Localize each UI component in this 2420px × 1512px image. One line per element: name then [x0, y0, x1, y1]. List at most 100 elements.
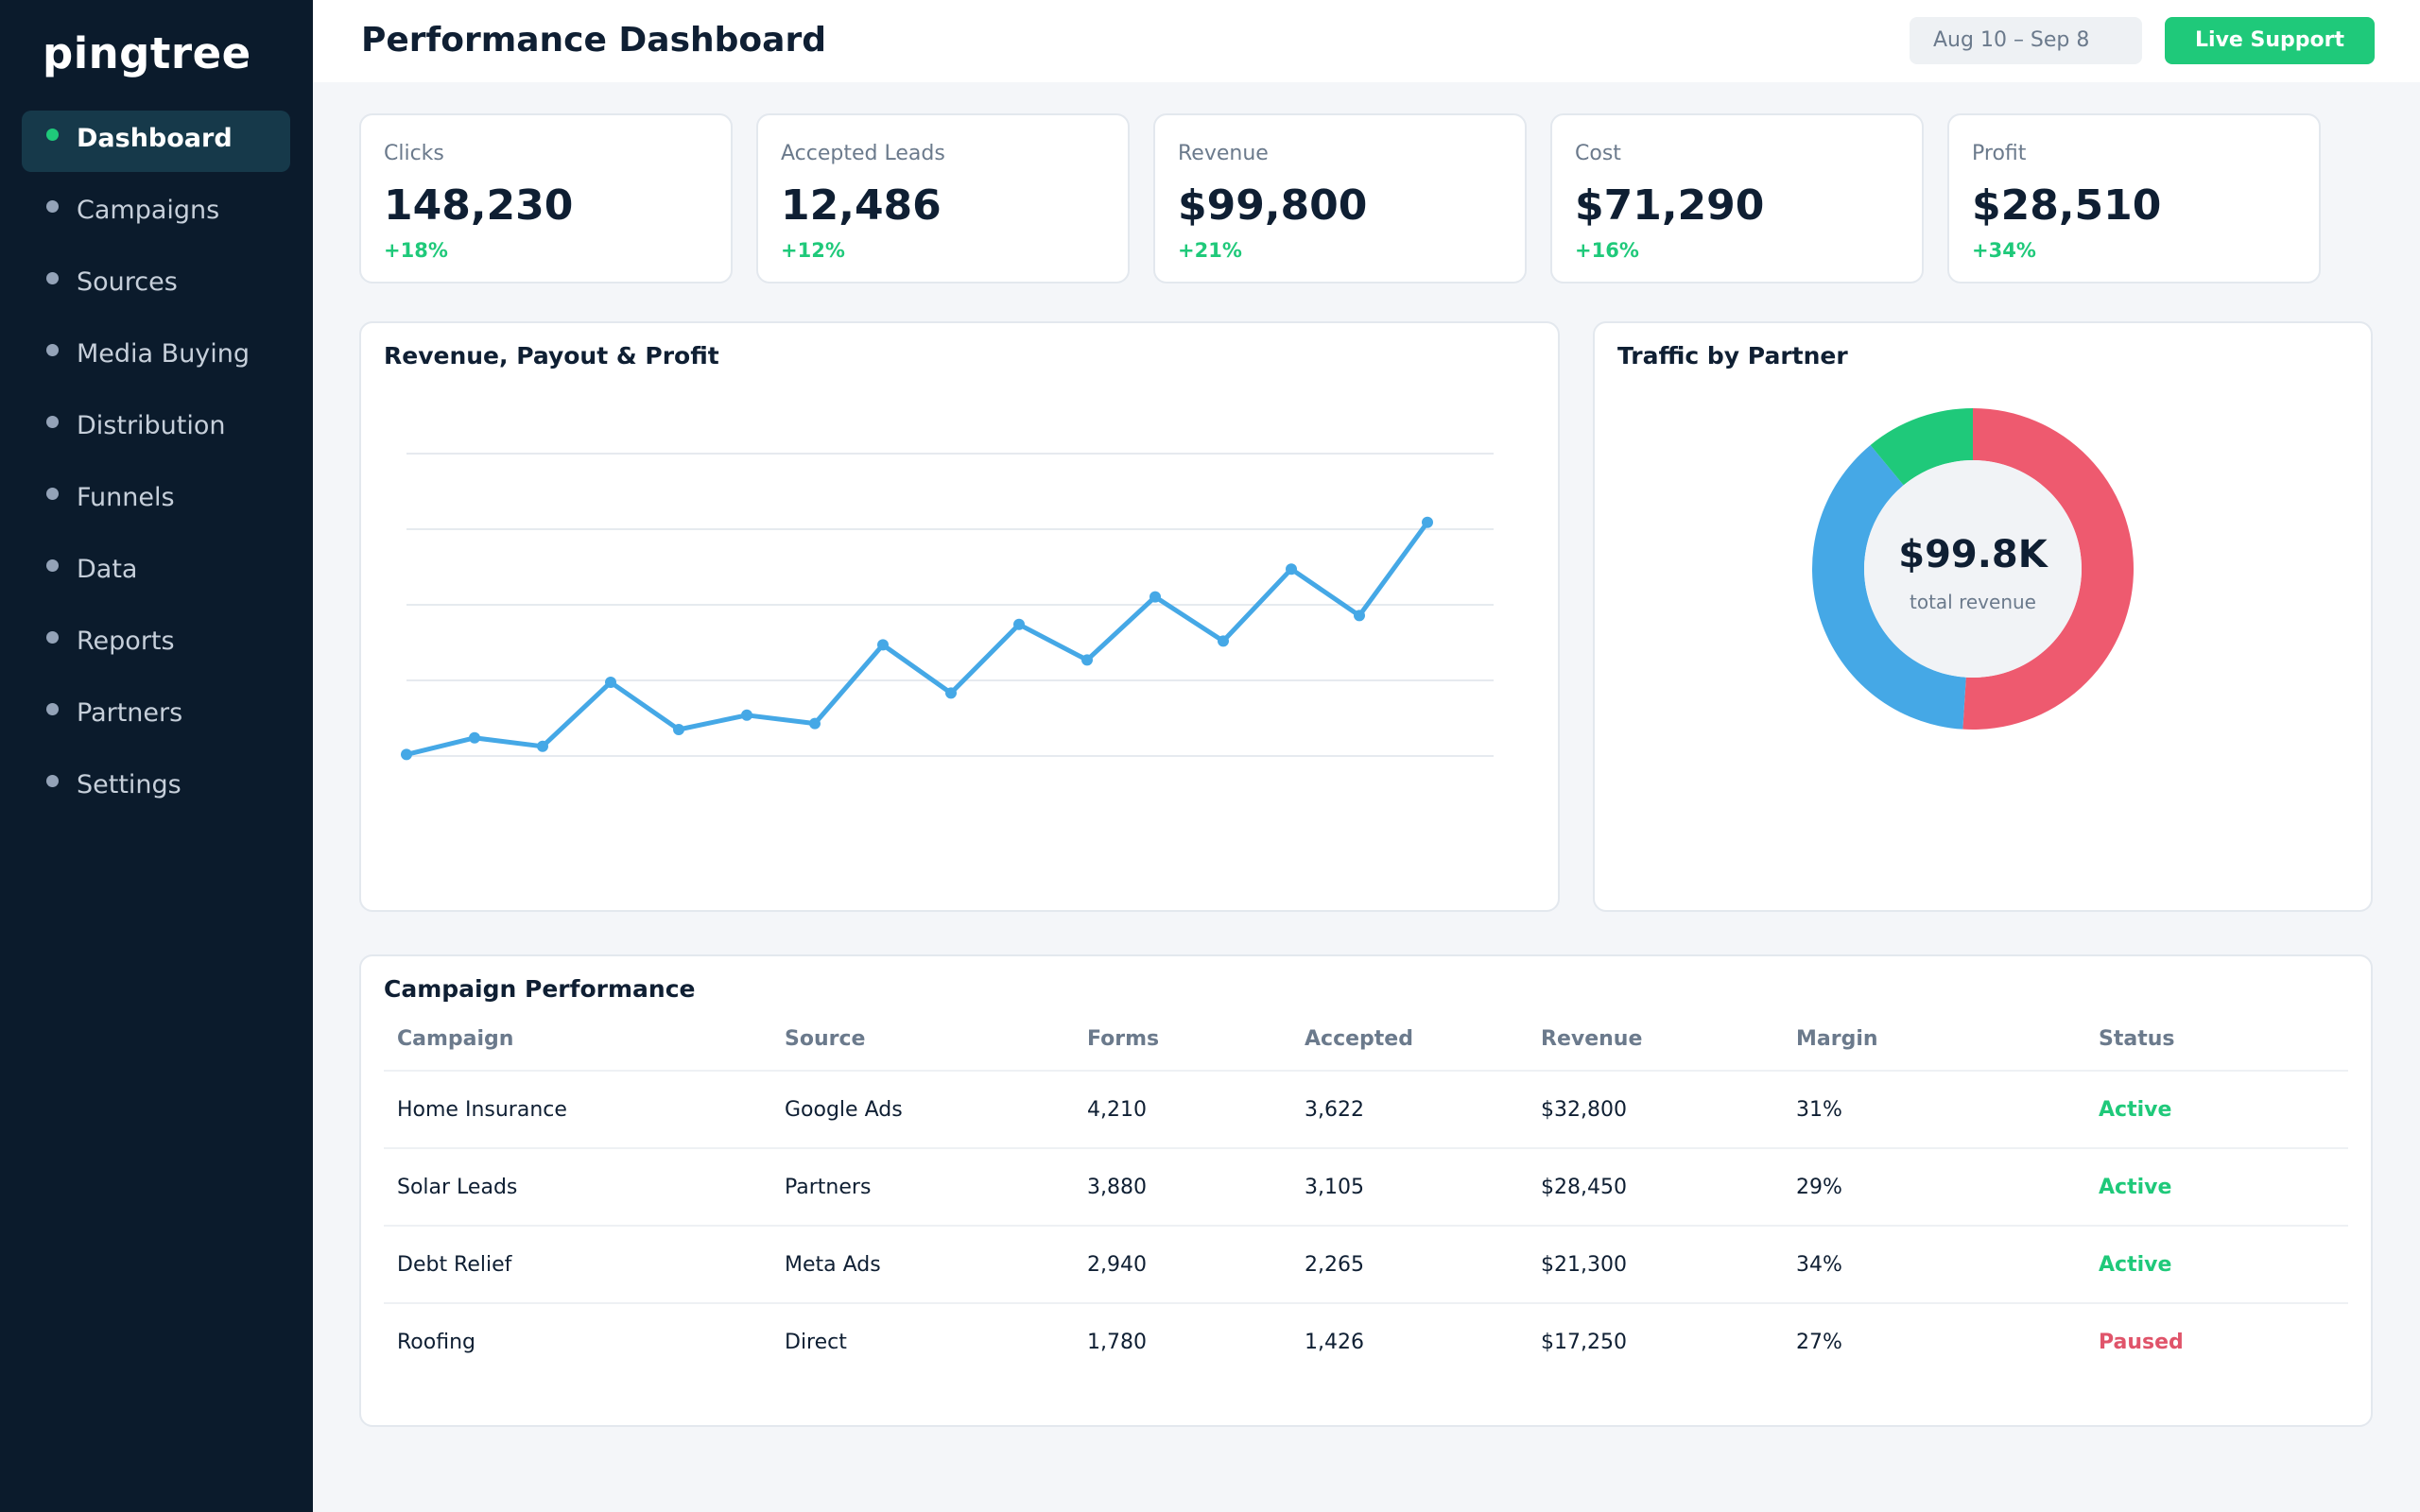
- nav-dot-icon: [46, 631, 59, 644]
- kpi-delta: +21%: [1178, 239, 1242, 262]
- data-point: [401, 748, 412, 761]
- kpi-label: Revenue: [1178, 142, 1269, 165]
- nav-dot-icon: [46, 200, 59, 213]
- sidebar-item-media-buying[interactable]: Media Buying: [22, 326, 290, 387]
- data-point: [1150, 591, 1161, 603]
- table-cell: 31%: [1796, 1098, 1842, 1122]
- sidebar-item-sources[interactable]: Sources: [22, 254, 290, 316]
- table-row[interactable]: Solar Leads Partners 3,880 3,105 $28,450 29% A…: [384, 1149, 2348, 1227]
- table-cell: 1,426: [1305, 1331, 1364, 1354]
- status-badge: Paused: [2099, 1331, 2184, 1354]
- sidebar-item-funnels[interactable]: Funnels: [22, 470, 290, 531]
- kpi-card-cost: Cost $71,290 +16%: [1550, 113, 1924, 284]
- nav-dot-icon: [46, 488, 59, 500]
- sidebar-item-label: Data: [77, 555, 138, 584]
- app-logo: pingtree: [43, 28, 251, 78]
- table-cell: 2,265: [1305, 1253, 1364, 1277]
- sidebar-item-label: Campaigns: [77, 196, 220, 225]
- chart-title: Traffic by Partner: [1617, 342, 1848, 369]
- kpi-card-clicks: Clicks 148,230 +18%: [359, 113, 733, 284]
- nav-dot-icon: [46, 129, 59, 141]
- sidebar-item-label: Media Buying: [77, 339, 251, 369]
- kpi-delta: +12%: [781, 239, 845, 262]
- donut-center-value: $99.8K: [1898, 533, 2049, 576]
- kpi-label: Clicks: [384, 142, 444, 165]
- table-cell: 3,622: [1305, 1098, 1364, 1122]
- chart-title: Revenue, Payout & Profit: [384, 342, 719, 369]
- sidebar-item-label: Reports: [77, 627, 175, 656]
- table-cell: Roofing: [397, 1331, 475, 1354]
- table-cell: 29%: [1796, 1176, 1842, 1199]
- donut-center-label: total revenue: [1910, 591, 2036, 613]
- table-row[interactable]: Home Insurance Google Ads 4,210 3,622 $32,80…: [384, 1072, 2348, 1149]
- kpi-delta: +16%: [1575, 239, 1639, 262]
- sidebar-item-settings[interactable]: Settings: [22, 757, 290, 818]
- page-title: Performance Dashboard: [361, 21, 826, 60]
- sidebar-item-reports[interactable]: Reports: [22, 613, 290, 675]
- column-header: Source: [785, 1027, 866, 1051]
- kpi-card-accepted-leads: Accepted Leads 12,486 +12%: [756, 113, 1130, 284]
- revenue-line-chart: [401, 453, 1494, 761]
- live-support-button[interactable]: Live Support: [2165, 17, 2375, 64]
- data-point: [605, 677, 616, 688]
- data-point: [877, 639, 889, 651]
- series-line: [404, 520, 1430, 757]
- sidebar-item-data[interactable]: Data: [22, 541, 290, 603]
- table-cell: 2,940: [1087, 1253, 1147, 1277]
- kpi-card-profit: Profit $28,510 +34%: [1947, 113, 2321, 284]
- data-point: [1286, 563, 1297, 576]
- sidebar-item-campaigns[interactable]: Campaigns: [22, 182, 290, 244]
- data-point: [469, 731, 480, 744]
- data-point: [1013, 618, 1025, 630]
- sidebar-item-partners[interactable]: Partners: [22, 685, 290, 747]
- data-point: [945, 687, 957, 699]
- sidebar-item-dashboard[interactable]: Dashboard: [22, 111, 290, 172]
- data-point: [809, 717, 821, 730]
- date-range-picker[interactable]: Aug 10 – Sep 8: [1910, 17, 2142, 64]
- table-cell: Home Insurance: [397, 1098, 567, 1122]
- table-cell: Partners: [785, 1176, 872, 1199]
- column-header: Accepted: [1305, 1027, 1413, 1051]
- table-cell: $17,250: [1541, 1331, 1627, 1354]
- kpi-delta: +18%: [384, 239, 448, 262]
- status-badge: Active: [2099, 1098, 2172, 1122]
- donut-slice: [1812, 445, 1966, 730]
- data-point: [1354, 610, 1365, 622]
- table-cell: Debt Relief: [397, 1253, 512, 1277]
- traffic-partner-panel: Traffic by Partner $99.8K total revenue: [1593, 321, 2373, 912]
- data-point: [741, 709, 752, 721]
- nav-dot-icon: [46, 559, 59, 572]
- campaign-performance-panel: Campaign Performance Campaign Source Forms…: [359, 954, 2373, 1427]
- revenue-chart-panel: Revenue, Payout & Profit: [359, 321, 1560, 912]
- donut-slice: [1962, 408, 2134, 730]
- sidebar-item-label: Dashboard: [77, 124, 233, 153]
- table-row[interactable]: Debt Relief Meta Ads 2,940 2,265 $21,300 34% A…: [384, 1227, 2348, 1304]
- column-header: Status: [2099, 1027, 2175, 1051]
- kpi-label: Cost: [1575, 142, 1621, 165]
- column-header: Campaign: [397, 1027, 514, 1051]
- table-cell: Direct: [785, 1331, 847, 1354]
- traffic-donut-chart: $99.8K total revenue: [1812, 408, 2134, 730]
- table-cell: 3,105: [1305, 1176, 1364, 1199]
- sidebar: pingtree Dashboard Campaigns Sources Med…: [0, 0, 313, 1512]
- kpi-value: 148,230: [384, 181, 574, 230]
- top-header: Performance Dashboard Aug 10 – Sep 8 Liv…: [313, 0, 2420, 82]
- table-title: Campaign Performance: [384, 975, 696, 1003]
- column-header: Margin: [1796, 1027, 1878, 1051]
- donut-slice: [1870, 408, 1973, 486]
- sidebar-item-distribution[interactable]: Distribution: [22, 398, 290, 459]
- nav-dot-icon: [46, 416, 59, 428]
- kpi-card-revenue: Revenue $99,800 +21%: [1153, 113, 1527, 284]
- nav-dot-icon: [46, 272, 59, 284]
- data-point: [1422, 516, 1433, 528]
- table-cell: Google Ads: [785, 1098, 903, 1122]
- nav-dot-icon: [46, 344, 59, 356]
- table-row[interactable]: Roofing Direct 1,780 1,426 $17,250 27% Paused: [384, 1304, 2348, 1382]
- column-header: Revenue: [1541, 1027, 1643, 1051]
- campaign-table: Campaign Source Forms Accepted Revenue Margin…: [384, 1013, 2348, 1382]
- sidebar-item-label: Sources: [77, 267, 178, 297]
- table-cell: $32,800: [1541, 1098, 1627, 1122]
- kpi-value: $28,510: [1972, 181, 2162, 230]
- nav-dot-icon: [46, 703, 59, 715]
- data-point: [673, 724, 684, 735]
